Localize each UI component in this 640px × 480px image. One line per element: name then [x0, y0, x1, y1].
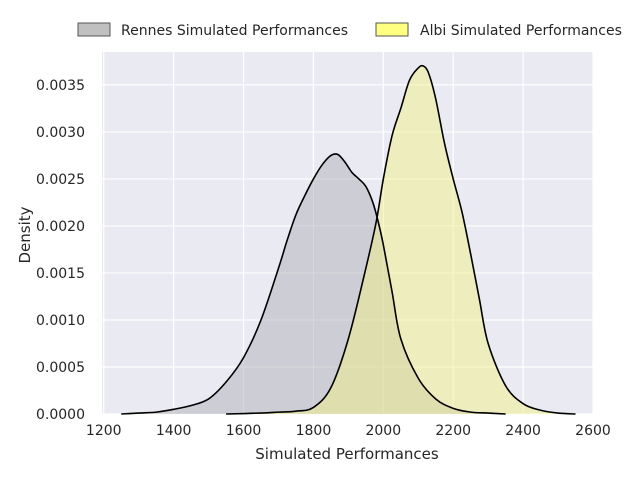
y-tick-label: 0.0035 — [36, 78, 85, 94]
x-tick-label: 2600 — [575, 423, 611, 439]
x-tick-label: 1400 — [156, 423, 192, 439]
legend: Rennes Simulated Performances Albi Simul… — [77, 22, 622, 39]
density-area-albi — [226, 65, 576, 414]
y-tick-label: 0.0015 — [36, 266, 85, 282]
y-tick-label: 0.0010 — [36, 313, 85, 329]
x-tick-label: 2400 — [505, 423, 541, 439]
ticks: 1200 1400 1600 1800 2000 2200 2400 2600 0.0000 0.… — [36, 78, 611, 439]
y-tick-label: 0.0030 — [36, 125, 85, 141]
y-axis-label: Density — [16, 206, 34, 263]
y-tick-label: 0.0025 — [36, 172, 85, 188]
y-tick-label: 0.0020 — [36, 219, 85, 235]
y-tick-label: 0.0000 — [36, 407, 85, 423]
density-area-rennes — [121, 153, 506, 414]
legend-label-rennes: Rennes Simulated Performances — [121, 23, 348, 39]
legend-swatch-rennes — [77, 22, 111, 37]
x-tick-label: 2000 — [365, 423, 401, 439]
x-axis-label: Simulated Performances — [255, 445, 439, 463]
legend-label-albi: Albi Simulated Performances — [420, 23, 622, 39]
series-layer — [121, 64, 576, 415]
legend-swatch-albi — [375, 22, 409, 37]
x-tick-label: 1200 — [86, 423, 122, 439]
x-tick-label: 1600 — [226, 423, 262, 439]
density-line-rennes — [121, 153, 506, 415]
x-tick-label: 2200 — [435, 423, 471, 439]
x-tick-label: 1800 — [296, 423, 332, 439]
y-tick-label: 0.0005 — [36, 360, 85, 376]
density-line-albi — [226, 64, 576, 415]
